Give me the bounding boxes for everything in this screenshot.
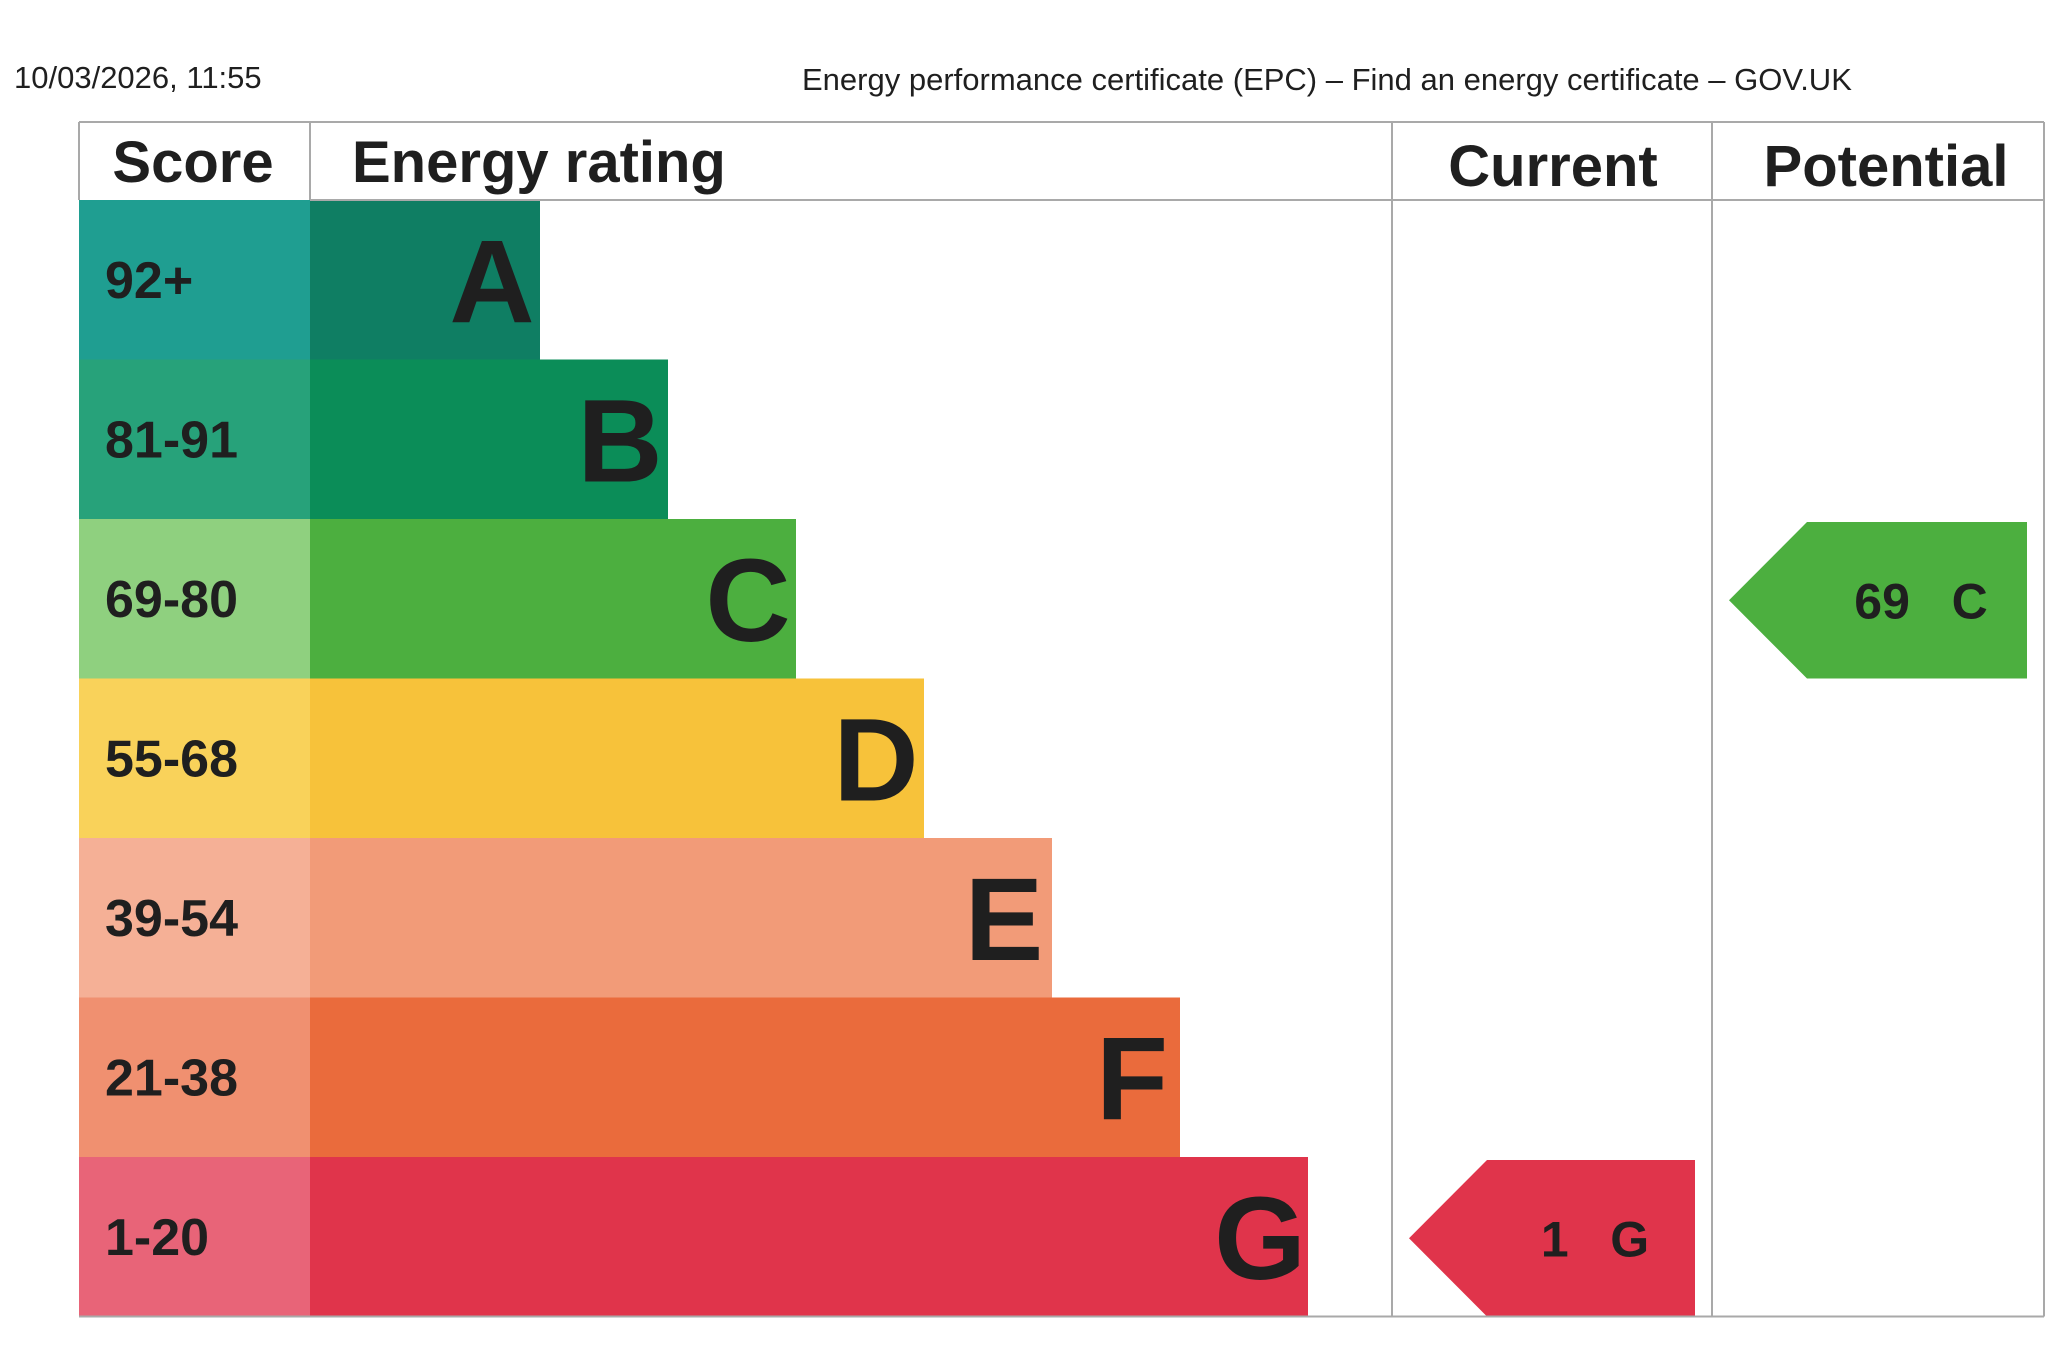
band-bar-e bbox=[310, 838, 1052, 998]
bands-layer: 92+ A 81-91 B 69-80 C 55-68 D 39-54 E 21-38 F 1-20 G bbox=[79, 200, 1308, 1317]
potential-rating-marker-label: 69 C bbox=[1854, 573, 1987, 629]
band-bar-f bbox=[310, 997, 1180, 1158]
score-label-b: 81-91 bbox=[105, 411, 238, 469]
potential-rating-marker-arrow bbox=[1729, 522, 2027, 679]
band-bar-g bbox=[310, 1157, 1308, 1317]
header-current: Current bbox=[1448, 134, 1657, 199]
score-label-c: 69-80 bbox=[105, 571, 238, 629]
band-letter-b: B bbox=[577, 375, 662, 507]
score-cell-d bbox=[79, 678, 310, 839]
band-letter-a: A bbox=[449, 216, 534, 348]
print-page-title: Energy performance certificate (EPC) – F… bbox=[802, 62, 1852, 97]
current-rating-marker-arrow bbox=[1409, 1160, 1695, 1317]
score-label-g: 1-20 bbox=[105, 1209, 209, 1267]
band-bar-d bbox=[310, 678, 924, 839]
band-letter-f: F bbox=[1096, 1013, 1168, 1145]
score-cell-e bbox=[79, 838, 310, 998]
band-letter-e: E bbox=[965, 854, 1044, 986]
band-bar-b bbox=[310, 359, 668, 520]
band-letter-d: D bbox=[833, 694, 918, 826]
header-score: Score bbox=[112, 130, 273, 195]
band-bar-c bbox=[310, 519, 796, 679]
markers-layer: 1 G 69 C bbox=[1409, 522, 2027, 1317]
grid-layer bbox=[78, 121, 2045, 1318]
band-letter-g: G bbox=[1214, 1173, 1306, 1305]
score-cell-a bbox=[79, 200, 310, 360]
score-label-e: 39-54 bbox=[105, 890, 238, 948]
score-cell-f bbox=[79, 997, 310, 1158]
score-label-d: 55-68 bbox=[105, 730, 238, 788]
score-label-f: 21-38 bbox=[105, 1049, 238, 1107]
score-cell-g bbox=[79, 1157, 310, 1317]
header-potential: Potential bbox=[1764, 134, 2009, 199]
header-energy-rating: Energy rating bbox=[352, 130, 726, 195]
print-header: 10/03/2026, 11:55 Energy performance cer… bbox=[0, 60, 2048, 110]
score-cell-b bbox=[79, 359, 310, 520]
current-rating-marker-label: 1 G bbox=[1541, 1211, 1649, 1267]
score-label-a: 92+ bbox=[105, 252, 193, 310]
band-bar-a bbox=[310, 200, 540, 360]
print-date: 10/03/2026, 11:55 bbox=[14, 60, 262, 95]
band-letter-c: C bbox=[705, 535, 790, 667]
score-cell-c bbox=[79, 519, 310, 679]
